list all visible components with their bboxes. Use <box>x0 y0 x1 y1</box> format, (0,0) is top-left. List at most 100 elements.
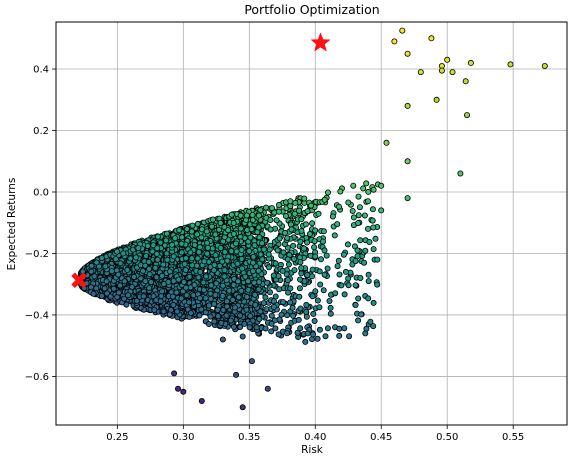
portfolio-point <box>340 251 347 258</box>
portfolio-point <box>287 299 294 306</box>
portfolio-point <box>180 278 187 285</box>
portfolio-point <box>320 228 327 235</box>
portfolio-point <box>178 240 185 247</box>
portfolio-point <box>264 279 271 286</box>
portfolio-point <box>194 220 201 227</box>
portfolio-point <box>288 226 295 233</box>
portfolio-point <box>237 225 244 232</box>
portfolio-point <box>323 252 330 259</box>
portfolio-point <box>238 255 245 262</box>
portfolio-point <box>356 204 363 211</box>
portfolio-point <box>275 272 282 279</box>
portfolio-point <box>219 282 226 289</box>
portfolio-point <box>331 232 338 239</box>
portfolio-point <box>193 262 200 269</box>
portfolio-point <box>275 331 282 338</box>
portfolio-point <box>205 320 212 327</box>
portfolio-point <box>284 277 291 284</box>
portfolio-point <box>204 244 211 251</box>
portfolio-point <box>355 220 362 227</box>
portfolio-point <box>160 261 167 268</box>
portfolio-point <box>200 279 207 286</box>
portfolio-point <box>198 306 205 313</box>
portfolio-point <box>171 235 178 242</box>
portfolio-point <box>342 268 349 275</box>
portfolio-point <box>327 304 334 311</box>
portfolio-point <box>362 330 369 337</box>
portfolio-point <box>255 279 262 286</box>
portfolio-point <box>251 291 258 298</box>
portfolio-point <box>298 216 305 223</box>
portfolio-point <box>335 203 342 210</box>
portfolio-point <box>303 313 310 320</box>
portfolio-point <box>341 325 348 332</box>
portfolio-point <box>272 260 279 267</box>
portfolio-point <box>334 263 341 270</box>
portfolio-point <box>237 212 244 219</box>
portfolio-point <box>237 323 244 330</box>
grid <box>56 22 567 425</box>
portfolio-point <box>349 207 356 214</box>
portfolio-point <box>182 266 189 273</box>
portfolio-point <box>255 224 262 231</box>
portfolio-point <box>153 274 160 281</box>
portfolio-point <box>354 253 361 260</box>
portfolio-point <box>198 234 205 241</box>
portfolio-point <box>229 296 236 303</box>
portfolio-point <box>213 280 220 287</box>
portfolio-point <box>297 325 304 332</box>
portfolio-point <box>207 295 214 302</box>
portfolio-point <box>296 293 303 300</box>
portfolio-point <box>203 228 210 235</box>
portfolio-point <box>302 221 309 228</box>
portfolio-point <box>268 205 275 212</box>
portfolio-point <box>196 312 203 319</box>
portfolio-point <box>163 250 170 257</box>
portfolio-point <box>270 272 277 279</box>
portfolio-point <box>319 238 326 245</box>
portfolio-point <box>232 240 239 247</box>
portfolio-point <box>220 306 227 313</box>
portfolio-point <box>275 201 282 208</box>
portfolio-point <box>365 278 372 285</box>
portfolio-point <box>345 282 352 289</box>
portfolio-point <box>265 264 272 271</box>
portfolio-point <box>324 265 331 272</box>
portfolio-point <box>350 182 357 189</box>
portfolio-point <box>202 309 209 316</box>
portfolio-point <box>370 186 377 193</box>
portfolio-point <box>355 193 362 200</box>
portfolio-point <box>284 256 291 263</box>
portfolio-point <box>304 208 311 215</box>
portfolio-point <box>214 306 221 313</box>
portfolio-point <box>255 267 262 274</box>
portfolio-point <box>267 226 274 233</box>
portfolio-point <box>258 240 265 247</box>
portfolio-point <box>312 288 319 295</box>
portfolio-point <box>256 234 263 241</box>
portfolio-point <box>324 189 331 196</box>
portfolio-point <box>211 318 218 325</box>
portfolio-point <box>221 248 228 255</box>
portfolio-point <box>296 285 303 292</box>
portfolio-point <box>242 273 249 280</box>
portfolio-point <box>166 311 173 318</box>
portfolio-point <box>194 231 201 238</box>
portfolio-point <box>341 291 348 298</box>
portfolio-point <box>327 310 334 317</box>
portfolio-point <box>352 258 359 265</box>
portfolio-point <box>324 325 331 332</box>
portfolio-point <box>182 255 189 262</box>
portfolio-point <box>145 258 152 265</box>
portfolio-point <box>163 230 170 237</box>
portfolio-point <box>326 297 333 304</box>
portfolio-point <box>321 271 328 278</box>
portfolio-point <box>290 256 297 263</box>
chart-title: Portfolio Optimization <box>244 2 379 17</box>
portfolio-point <box>223 298 230 305</box>
portfolio-point <box>281 229 288 236</box>
portfolio-point <box>334 221 341 228</box>
portfolio-point <box>317 256 324 263</box>
portfolio-point <box>312 227 319 234</box>
portfolio-point <box>315 210 322 217</box>
